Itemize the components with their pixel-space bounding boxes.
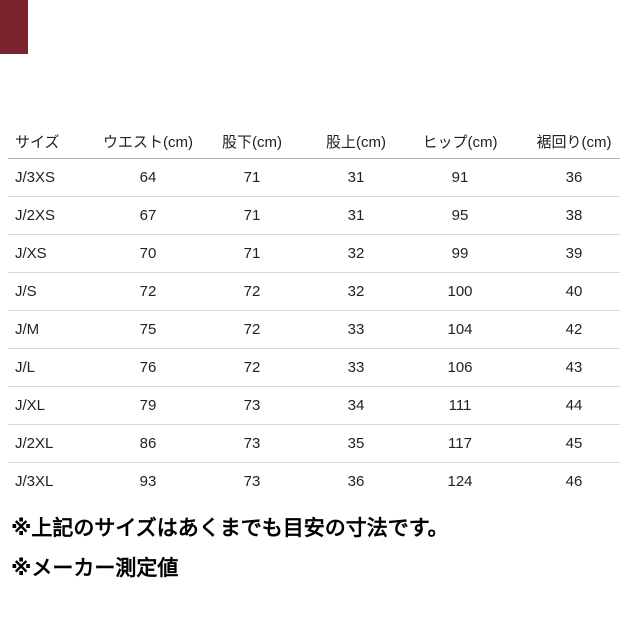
header-row: サイズ ウエスト(cm) 股下(cm) 股上(cm) ヒップ(cm) 裾回り(cm)	[8, 125, 620, 159]
value-cell: 34	[304, 386, 408, 425]
value-cell: 93	[139, 472, 157, 490]
value-cell: 72	[96, 272, 200, 311]
value-cell: 73	[200, 386, 304, 425]
value-cell: 111	[408, 386, 512, 425]
value-cell: 100	[408, 272, 512, 311]
value-cell: 36	[512, 158, 620, 197]
value-cell: 33	[304, 310, 408, 349]
value-cell: 79	[96, 386, 200, 425]
value-cell: 95	[408, 196, 512, 235]
value-cell: 71	[200, 196, 304, 235]
value-cell: 71	[200, 234, 304, 273]
footnotes: ※上記のサイズはあくまでも目安の寸法です。 ※メーカー測定値	[11, 509, 449, 589]
header-cell: 股下(cm)	[200, 125, 304, 159]
size-cell: J/S	[8, 272, 96, 311]
value-cell: 106	[408, 348, 512, 387]
value-cell: 39	[512, 234, 620, 273]
table-row: J/3XS 64 71 31 91 36	[8, 158, 620, 197]
value-cell: 73	[243, 472, 261, 490]
value-cell: 73	[200, 424, 304, 463]
value-cell: 75	[96, 310, 200, 349]
value-cell: 43	[512, 348, 620, 387]
value-cell: 72	[200, 272, 304, 311]
size-cell: J/2XS	[8, 196, 96, 235]
value-cell: 64	[96, 158, 200, 197]
table-row: J/XS 70 71 32 99 39	[8, 234, 620, 273]
value-cell: 36	[347, 472, 365, 490]
value-cell: 99	[408, 234, 512, 273]
value-cell: 44	[512, 386, 620, 425]
value-cell: 104	[408, 310, 512, 349]
value-cell: 72	[200, 310, 304, 349]
size-cell: J/M	[8, 310, 96, 349]
value-cell: 40	[512, 272, 620, 311]
header-cell-size: サイズ	[8, 125, 96, 159]
size-chart-table: サイズ ウエスト(cm) 股下(cm) 股上(cm) ヒップ(cm) 裾回り(cm) J/…	[8, 125, 620, 500]
value-cell: 86	[96, 424, 200, 463]
table-row: J/L 76 72 33 106 43	[8, 348, 620, 387]
value-cell: 124	[447, 472, 473, 490]
table-row: J/XL 79 73 34 111 44	[8, 386, 620, 425]
footnote-line: ※メーカー測定値	[11, 557, 179, 580]
value-cell: 35	[304, 424, 408, 463]
value-cell: 32	[304, 272, 408, 311]
table-body: J/3XS 64 71 31 91 36 J/2XS 67 71 31 95 38 J/XS 70 71 32…	[8, 158, 620, 500]
value-cell: 31	[304, 158, 408, 197]
value-cell: 71	[200, 158, 304, 197]
value-cell: 67	[96, 196, 200, 235]
value-cell: 38	[512, 196, 620, 235]
size-cell: J/3XS	[8, 158, 96, 197]
table-row: J/M 75 72 33 104 42	[8, 310, 620, 349]
value-cell: 42	[512, 310, 620, 349]
value-cell: 76	[96, 348, 200, 387]
header-cell: 股上(cm)	[304, 125, 408, 159]
footnote-line: ※上記のサイズはあくまでも目安の寸法です。	[11, 517, 449, 540]
size-cell: J/XS	[8, 234, 96, 273]
size-cell: J/3XL	[15, 472, 54, 490]
value-cell: 31	[304, 196, 408, 235]
value-cell: 70	[96, 234, 200, 273]
value-cell: 32	[304, 234, 408, 273]
size-cell: J/L	[8, 348, 96, 387]
table-row: J/3XL 93 73 36 124 46	[8, 462, 620, 500]
value-cell: 45	[512, 424, 620, 463]
red-corner-badge	[0, 0, 28, 54]
header-cell: 裾回り(cm)	[512, 125, 620, 159]
header-cell: ヒップ(cm)	[408, 125, 512, 159]
value-cell: 72	[200, 348, 304, 387]
table-row: J/2XL 86 73 35 117 45	[8, 424, 620, 463]
value-cell: 46	[565, 472, 583, 490]
table-row: J/S 72 72 32 100 40	[8, 272, 620, 311]
value-cell: 117	[408, 424, 512, 463]
value-cell: 91	[408, 158, 512, 197]
size-cell: J/2XL	[8, 424, 96, 463]
table-row: J/2XS 67 71 31 95 38	[8, 196, 620, 235]
size-cell: J/XL	[8, 386, 96, 425]
header-cell: ウエスト(cm)	[96, 125, 200, 159]
value-cell: 33	[304, 348, 408, 387]
